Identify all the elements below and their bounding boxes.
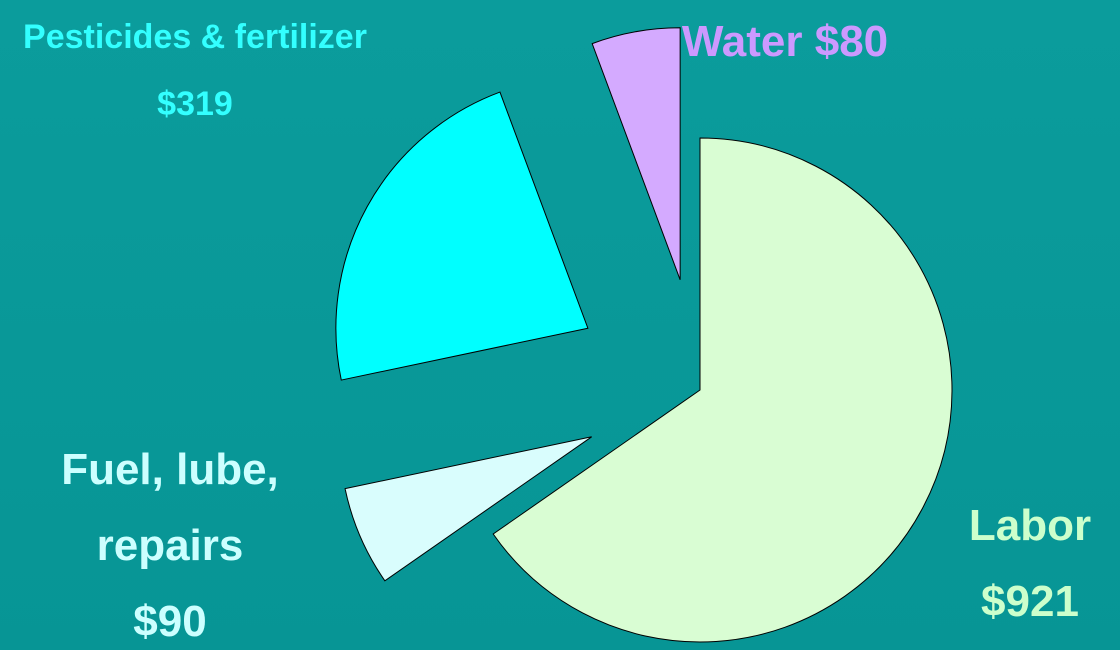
- pie-slice: [492, 137, 953, 643]
- value-label: $90: [133, 597, 207, 646]
- pie-slice: [591, 27, 681, 280]
- category-label: Pesticides & fertilizer: [23, 18, 367, 56]
- pie-slice: [335, 91, 589, 381]
- pie-slice: [344, 436, 592, 582]
- slice-label: Water $80: [625, 4, 945, 80]
- value-label: $319: [157, 85, 233, 123]
- slice-label: Fuel, lube, repairs $90: [0, 432, 340, 650]
- value-label: $80: [814, 17, 889, 66]
- value-label: $921: [981, 577, 1079, 626]
- slice-label: Labor $921: [930, 488, 1120, 640]
- slice-label: Pesticides & fertilizer $319: [20, 4, 370, 138]
- category-label: Fuel, lube, repairs: [61, 445, 279, 570]
- category-label: Labor: [968, 501, 1092, 550]
- category-label: Water: [681, 17, 803, 66]
